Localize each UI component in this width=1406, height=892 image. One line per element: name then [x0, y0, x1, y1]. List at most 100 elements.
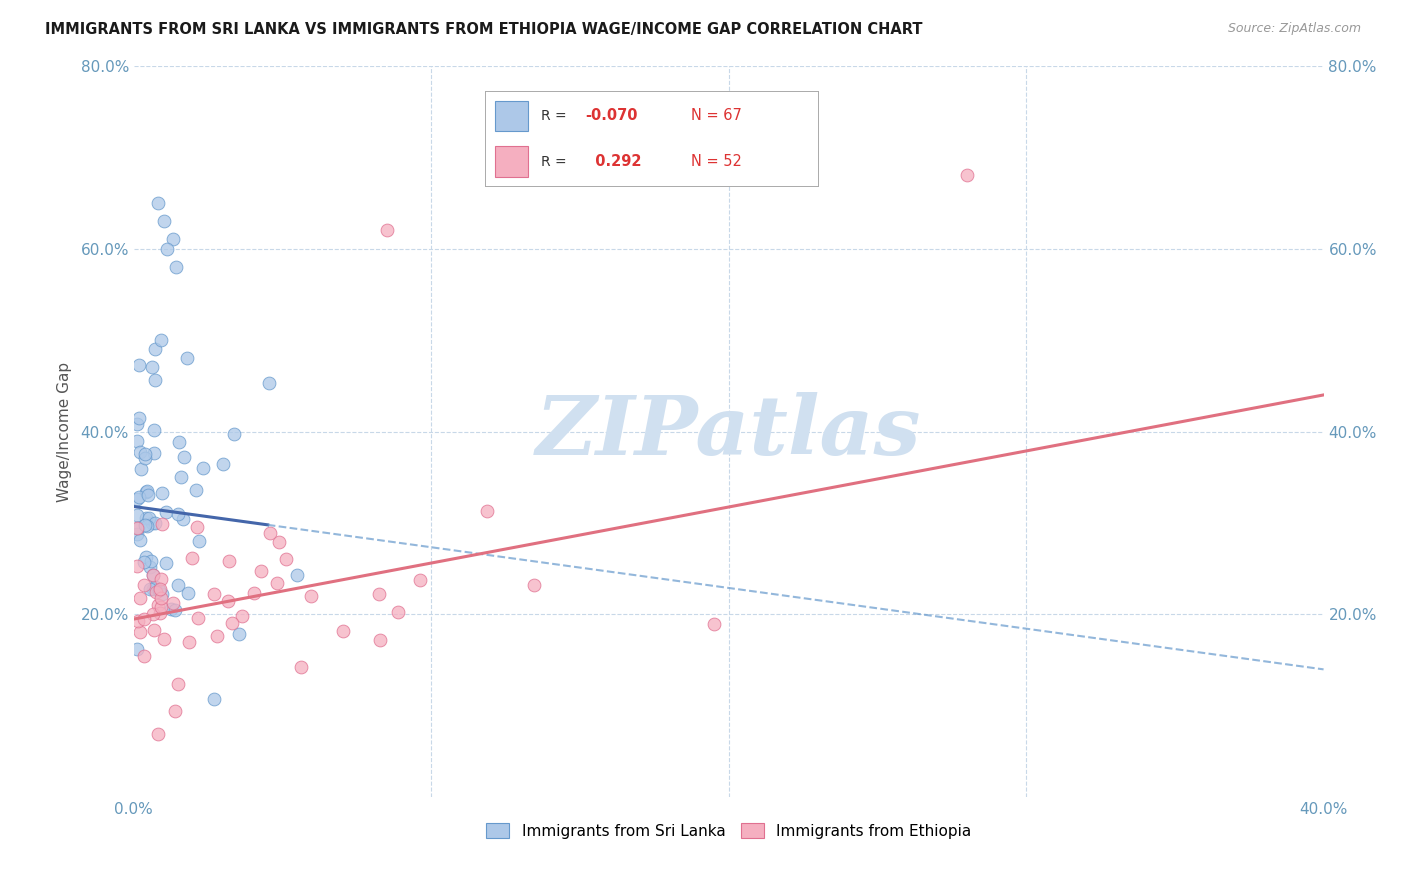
Point	[134, 555, 156, 569]
Point	[125, 508, 148, 522]
Point	[149, 333, 172, 347]
Point	[145, 585, 167, 599]
Point	[177, 635, 200, 649]
Point	[129, 533, 152, 547]
Point	[135, 485, 157, 500]
Point	[166, 677, 188, 691]
Point	[172, 512, 194, 526]
Point	[138, 511, 160, 525]
Point	[149, 572, 172, 586]
Point	[143, 516, 166, 531]
Point	[127, 614, 149, 628]
Point	[134, 447, 156, 461]
Point	[149, 606, 172, 620]
Point	[149, 600, 172, 615]
Point	[129, 591, 152, 605]
Point	[141, 360, 163, 375]
Point	[135, 549, 157, 564]
Point	[205, 629, 228, 643]
Y-axis label: Wage/Income Gap: Wage/Income Gap	[58, 361, 72, 501]
Point	[134, 518, 156, 533]
Point	[134, 451, 156, 466]
Point	[152, 214, 174, 228]
Point	[193, 460, 215, 475]
Point	[139, 582, 162, 596]
Point	[409, 573, 432, 587]
Point	[142, 567, 165, 582]
Point	[150, 486, 173, 500]
Point	[299, 589, 322, 603]
Point	[169, 469, 191, 483]
Point	[249, 564, 271, 578]
Point	[166, 578, 188, 592]
Point	[146, 195, 169, 210]
Point	[162, 596, 184, 610]
Point	[211, 457, 233, 471]
Point	[155, 242, 177, 256]
Point	[128, 445, 150, 459]
Point	[176, 351, 198, 366]
Point	[139, 560, 162, 574]
Point	[274, 551, 297, 566]
Point	[523, 578, 546, 592]
Point	[143, 580, 166, 594]
Text: ZIPatlas: ZIPatlas	[536, 392, 921, 472]
Point	[142, 582, 165, 596]
Point	[165, 704, 187, 718]
Point	[128, 358, 150, 372]
Point	[703, 616, 725, 631]
Point	[149, 582, 172, 596]
Point	[135, 511, 157, 525]
Point	[150, 591, 173, 606]
Point	[187, 533, 209, 548]
Point	[132, 613, 155, 627]
Point	[162, 232, 184, 246]
Point	[150, 586, 173, 600]
Point	[224, 427, 246, 442]
Point	[202, 691, 225, 706]
Point	[368, 633, 391, 648]
Point	[143, 373, 166, 387]
Point	[128, 490, 150, 504]
Point	[136, 484, 159, 499]
Point	[221, 615, 243, 630]
Point	[165, 260, 187, 274]
Point	[163, 603, 186, 617]
Point	[129, 462, 152, 476]
Point	[142, 607, 165, 621]
Point	[181, 550, 204, 565]
Point	[202, 587, 225, 601]
Point	[375, 223, 398, 237]
Text: Source: ZipAtlas.com: Source: ZipAtlas.com	[1227, 22, 1361, 36]
Point	[152, 632, 174, 646]
Point	[150, 517, 173, 532]
Point	[127, 521, 149, 535]
Point	[242, 586, 264, 600]
Point	[167, 507, 190, 521]
Point	[475, 504, 498, 518]
Point	[332, 624, 354, 639]
Text: IMMIGRANTS FROM SRI LANKA VS IMMIGRANTS FROM ETHIOPIA WAGE/INCOME GAP CORRELATIO: IMMIGRANTS FROM SRI LANKA VS IMMIGRANTS …	[45, 22, 922, 37]
Point	[184, 483, 207, 497]
Point	[141, 516, 163, 530]
Legend: Immigrants from Sri Lanka, Immigrants from Ethiopia: Immigrants from Sri Lanka, Immigrants fr…	[481, 816, 977, 845]
Point	[259, 526, 281, 541]
Point	[127, 521, 149, 535]
Point	[128, 624, 150, 639]
Point	[155, 505, 177, 519]
Point	[132, 648, 155, 663]
Point	[290, 660, 312, 674]
Point	[125, 642, 148, 657]
Point	[228, 626, 250, 640]
Point	[266, 576, 288, 591]
Point	[143, 342, 166, 356]
Point	[148, 583, 170, 598]
Point	[143, 446, 166, 460]
Point	[367, 587, 389, 601]
Point	[127, 558, 149, 573]
Point	[136, 519, 159, 533]
Point	[136, 488, 159, 502]
Point	[218, 553, 240, 567]
Point	[217, 594, 239, 608]
Point	[167, 434, 190, 449]
